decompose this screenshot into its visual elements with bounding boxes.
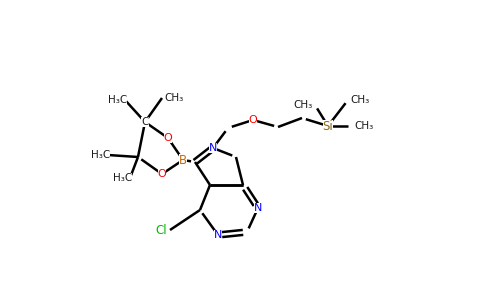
Text: Si: Si — [323, 119, 333, 133]
Text: C: C — [141, 117, 149, 127]
Text: Cl: Cl — [155, 224, 167, 236]
Text: H₃C: H₃C — [108, 95, 127, 105]
Text: O: O — [249, 115, 257, 125]
Text: CH₃: CH₃ — [350, 95, 369, 105]
Text: CH₃: CH₃ — [164, 93, 183, 103]
Text: B: B — [179, 154, 187, 166]
Text: N: N — [214, 230, 222, 240]
Text: N: N — [209, 143, 217, 153]
Text: H₃C: H₃C — [113, 173, 132, 183]
Text: N: N — [254, 203, 262, 213]
Text: CH₃: CH₃ — [294, 100, 313, 110]
Text: CH₃: CH₃ — [354, 121, 373, 131]
Text: O: O — [164, 133, 172, 143]
Text: O: O — [158, 169, 166, 179]
Text: H₃C: H₃C — [91, 150, 110, 160]
